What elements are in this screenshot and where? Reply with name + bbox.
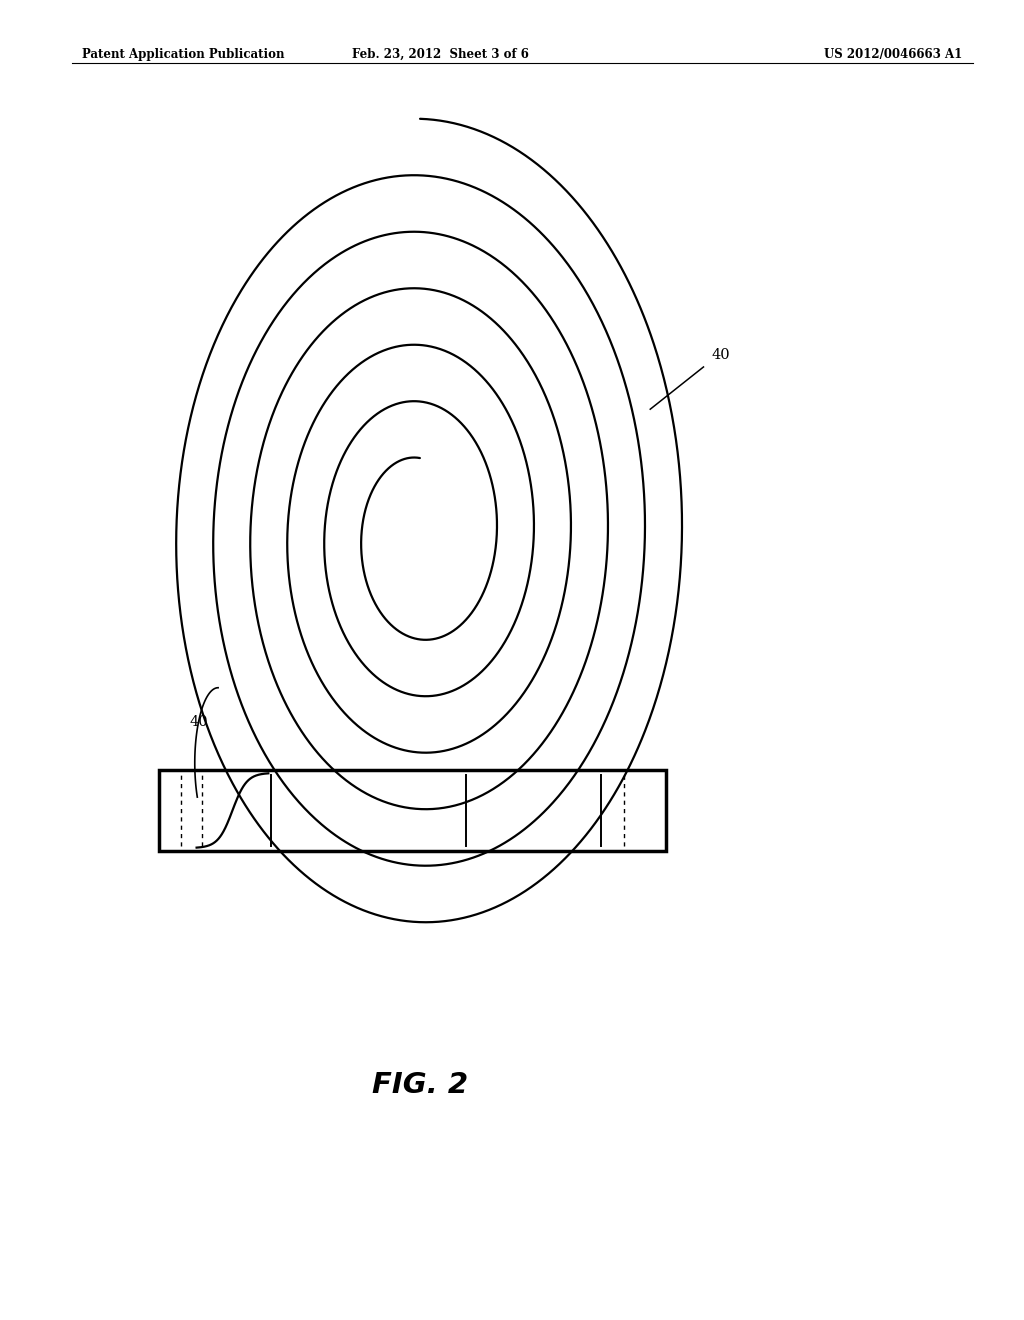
Text: FIG. 2: FIG. 2 (372, 1071, 468, 1100)
Text: Feb. 23, 2012  Sheet 3 of 6: Feb. 23, 2012 Sheet 3 of 6 (352, 48, 528, 61)
Text: 40: 40 (712, 347, 730, 362)
Text: Patent Application Publication: Patent Application Publication (82, 48, 285, 61)
Text: US 2012/0046663 A1: US 2012/0046663 A1 (824, 48, 963, 61)
Text: 40: 40 (189, 714, 208, 729)
